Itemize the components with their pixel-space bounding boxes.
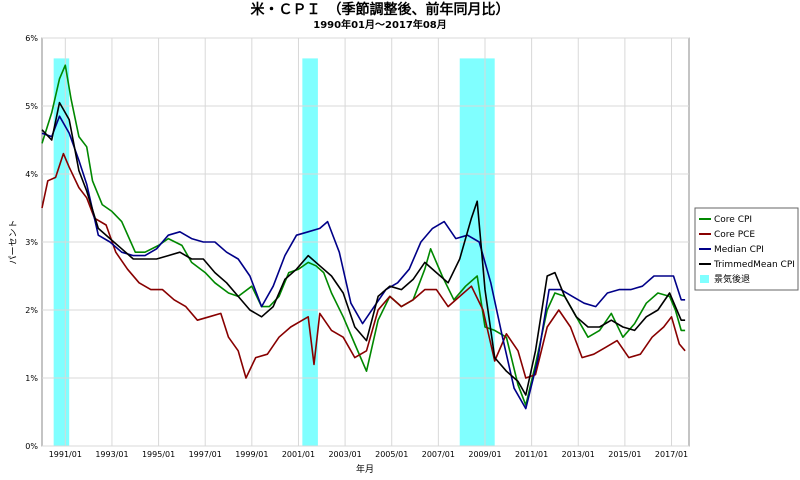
x-tick-label: 1993/01 <box>95 450 128 459</box>
x-tick-label: 2007/01 <box>422 450 455 459</box>
grid-lines <box>42 37 689 447</box>
legend-label: TrimmedMean CPI <box>713 260 795 270</box>
y-axis-label: パーセント <box>8 219 19 264</box>
series-line-2 <box>41 152 686 379</box>
x-tick-label: 2005/01 <box>375 450 408 459</box>
legend-label: Core CPI <box>714 215 752 225</box>
x-tick-label: 2013/01 <box>562 450 595 459</box>
series-line-4 <box>41 101 686 396</box>
x-tick-label: 2003/01 <box>328 450 361 459</box>
x-tick-label: 1997/01 <box>189 450 222 459</box>
legend: Core CPI Core PCE Median CPI TrimmedMean CP… <box>694 207 799 291</box>
y-tick-label: 5% <box>25 102 38 111</box>
x-tick-label: 2001/01 <box>282 450 315 459</box>
y-tick-label: 3% <box>25 238 38 247</box>
chart-subtitle: 1990年01月～2017年08月 <box>313 18 447 31</box>
x-axis-label: 年月 <box>356 463 374 475</box>
recession-band-3 <box>459 58 495 447</box>
series-line-1 <box>41 64 686 407</box>
x-tick-label: 2009/01 <box>468 450 501 459</box>
y-tick-labels: 0% 1% 2% 3% 4% 5% 6% <box>25 34 38 451</box>
recession-band-2 <box>302 58 318 447</box>
legend-swatch <box>700 275 709 283</box>
x-tick-label: 2017/01 <box>655 450 688 459</box>
legend-box <box>694 207 799 291</box>
series-line-3 <box>41 115 686 410</box>
legend-label: Core PCE <box>714 230 755 240</box>
y-tick-label: 1% <box>25 374 38 383</box>
x-tick-label: 1995/01 <box>142 450 175 459</box>
chart-title: 米・ＣＰＩ （季節調整後、前年同月比） <box>251 1 510 18</box>
x-tick-label: 1999/01 <box>235 450 268 459</box>
legend-label: Median CPI <box>714 245 764 255</box>
x-tick-labels: 1991/01 1993/01 1995/01 1997/01 1999/01 2001/… <box>49 450 688 459</box>
x-tick-label: 2015/01 <box>608 450 641 459</box>
y-tick-label: 6% <box>25 34 38 43</box>
legend-label: 景気後退 <box>714 273 750 285</box>
y-tick-label: 0% <box>25 442 38 451</box>
series-lines <box>41 64 686 410</box>
y-tick-label: 2% <box>25 306 38 315</box>
x-tick-label: 1991/01 <box>49 450 82 459</box>
y-tick-label: 4% <box>25 170 38 179</box>
legend-entries: Core CPI Core PCE Median CPI TrimmedMean CP… <box>699 215 795 285</box>
x-tick-label: 2011/01 <box>515 450 548 459</box>
